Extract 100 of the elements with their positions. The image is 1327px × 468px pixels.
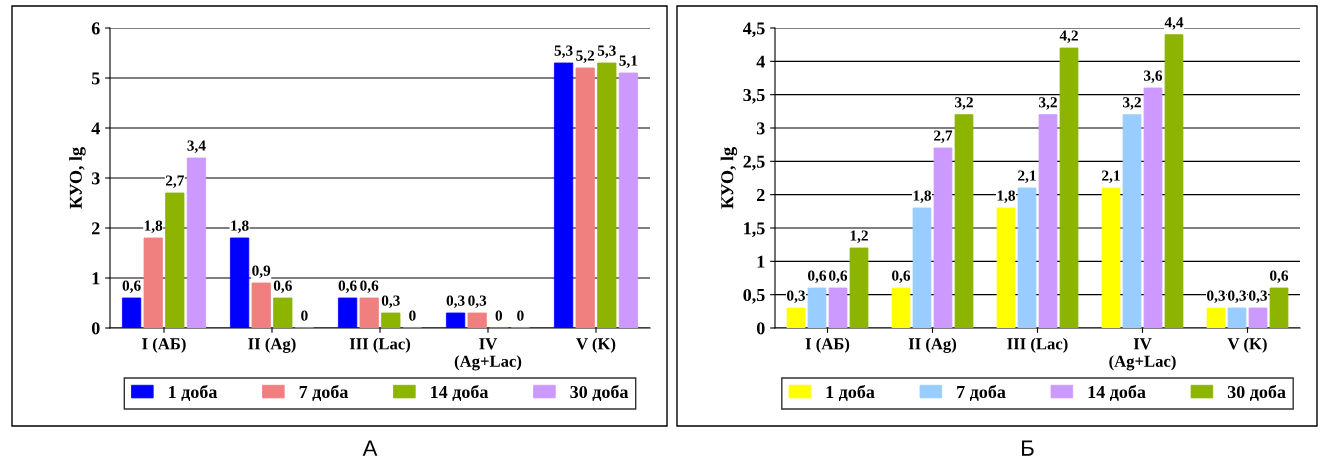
legend-label: 7 доба bbox=[957, 384, 1006, 402]
y-tick-label: 0 bbox=[756, 322, 765, 335]
text: А bbox=[362, 440, 378, 456]
bar bbox=[1248, 307, 1268, 328]
bar bbox=[359, 297, 379, 328]
legend-label: 1 доба bbox=[169, 384, 218, 402]
x-tick-label: I (АБ) bbox=[805, 337, 850, 353]
data-label: 3,2 bbox=[1123, 97, 1141, 110]
y-tick-label: 4 bbox=[756, 55, 765, 68]
y-axis-title: КУО, lg bbox=[720, 147, 738, 209]
y-tick-label: 2 bbox=[757, 188, 765, 201]
data-label: 3,2 bbox=[955, 97, 973, 110]
bar bbox=[891, 287, 911, 328]
y-tick-label: 4,5 bbox=[742, 22, 765, 38]
data-label: 5,1 bbox=[619, 55, 638, 68]
y-axis-title: КУО, lg bbox=[69, 147, 86, 209]
bar bbox=[446, 312, 466, 328]
y-tick-label: 1 bbox=[757, 255, 765, 268]
y-tick-label: 3 bbox=[756, 122, 765, 135]
bar bbox=[1017, 187, 1037, 328]
data-label: 0,6 bbox=[892, 270, 911, 283]
data-label: 2,7 bbox=[934, 130, 953, 143]
data-label: 0 bbox=[301, 310, 308, 321]
x-tick-label: V (K) bbox=[1227, 337, 1267, 353]
data-label: 5,2 bbox=[576, 50, 595, 63]
legend-label: 7 доба bbox=[299, 384, 349, 402]
bar bbox=[954, 114, 974, 328]
data-label: 2,1 bbox=[1018, 170, 1036, 183]
y-tick-label: 3 bbox=[91, 172, 100, 185]
y-tick-label: 0 bbox=[91, 322, 100, 335]
bar bbox=[1269, 287, 1289, 328]
data-label: 0,6 bbox=[338, 280, 357, 293]
x-tick-label: II (Ag) bbox=[908, 337, 957, 353]
bar bbox=[186, 157, 206, 328]
data-label: 3,2 bbox=[1039, 97, 1057, 110]
y-tick-label: 4 bbox=[91, 122, 100, 135]
bar bbox=[273, 297, 293, 328]
data-label: 1,2 bbox=[850, 230, 868, 243]
x-tick-label: II (Ag) bbox=[248, 337, 296, 353]
data-label: 4,4 bbox=[1164, 17, 1184, 30]
bar bbox=[1227, 307, 1247, 328]
y-tick-label: 1 bbox=[92, 272, 100, 285]
data-label: 4,2 bbox=[1059, 30, 1078, 43]
bar bbox=[912, 207, 932, 328]
data-label: 5,3 bbox=[597, 45, 616, 58]
bar bbox=[618, 72, 638, 328]
bar bbox=[933, 147, 953, 328]
bar bbox=[807, 287, 827, 328]
data-label: 0,3 bbox=[1228, 290, 1247, 303]
x-tick-label: I (АБ) bbox=[142, 337, 186, 353]
bar bbox=[996, 207, 1016, 328]
bar bbox=[1206, 307, 1226, 328]
data-label: 0,6 bbox=[829, 270, 848, 283]
data-label: 0,3 bbox=[787, 290, 806, 303]
bar bbox=[338, 297, 358, 328]
bar bbox=[1122, 114, 1142, 328]
data-label: 0 bbox=[517, 310, 524, 321]
data-label: 0,3 bbox=[381, 295, 400, 308]
legend-label: 30 доба bbox=[1227, 384, 1286, 402]
data-label: 0,3 bbox=[446, 295, 465, 308]
bar bbox=[786, 307, 806, 328]
x-tick-label: III (Lac) bbox=[349, 337, 411, 353]
bar bbox=[575, 67, 595, 328]
data-label: 0,6 bbox=[360, 280, 379, 293]
data-label: 0,3 bbox=[468, 295, 487, 308]
bar bbox=[1143, 87, 1163, 328]
x-tick-label: IV (Ag+Lac) bbox=[1109, 338, 1176, 371]
x-tick-label: IV (Ag+Lac) bbox=[454, 338, 522, 371]
bar bbox=[1101, 187, 1121, 328]
text: Б bbox=[1022, 440, 1034, 456]
y-tick-label: 5 bbox=[91, 72, 100, 85]
data-label: 2,1 bbox=[1102, 170, 1120, 183]
legend-label: 1 доба bbox=[826, 384, 875, 402]
bar bbox=[381, 312, 401, 328]
bar bbox=[828, 287, 848, 328]
legend-label: 30 доба bbox=[570, 384, 629, 402]
bar bbox=[597, 62, 617, 328]
y-tick-label: 2,5 bbox=[743, 155, 765, 171]
y-tick-label: 0,5 bbox=[743, 288, 765, 304]
data-label: 1,8 bbox=[997, 190, 1016, 203]
data-label: 0,9 bbox=[252, 265, 271, 278]
bar bbox=[122, 297, 142, 328]
data-label: 1,8 bbox=[913, 190, 932, 203]
data-label: 1,8 bbox=[144, 220, 163, 233]
data-label: 1,8 bbox=[231, 220, 249, 233]
bar bbox=[230, 237, 250, 328]
bar bbox=[165, 192, 185, 328]
bar bbox=[554, 62, 574, 328]
bar bbox=[143, 237, 163, 328]
data-label: 0 bbox=[409, 310, 416, 321]
bar bbox=[1059, 47, 1079, 328]
bar bbox=[251, 282, 271, 328]
y-tick-label: 2 bbox=[92, 222, 100, 235]
data-label: 0,3 bbox=[1249, 290, 1268, 303]
x-tick-label: V (K) bbox=[576, 337, 616, 353]
data-label: 0,6 bbox=[273, 280, 292, 293]
bar bbox=[849, 247, 869, 328]
y-tick-label: 1,5 bbox=[744, 222, 765, 238]
bar bbox=[1038, 114, 1058, 328]
data-label: 0,6 bbox=[1270, 270, 1289, 283]
